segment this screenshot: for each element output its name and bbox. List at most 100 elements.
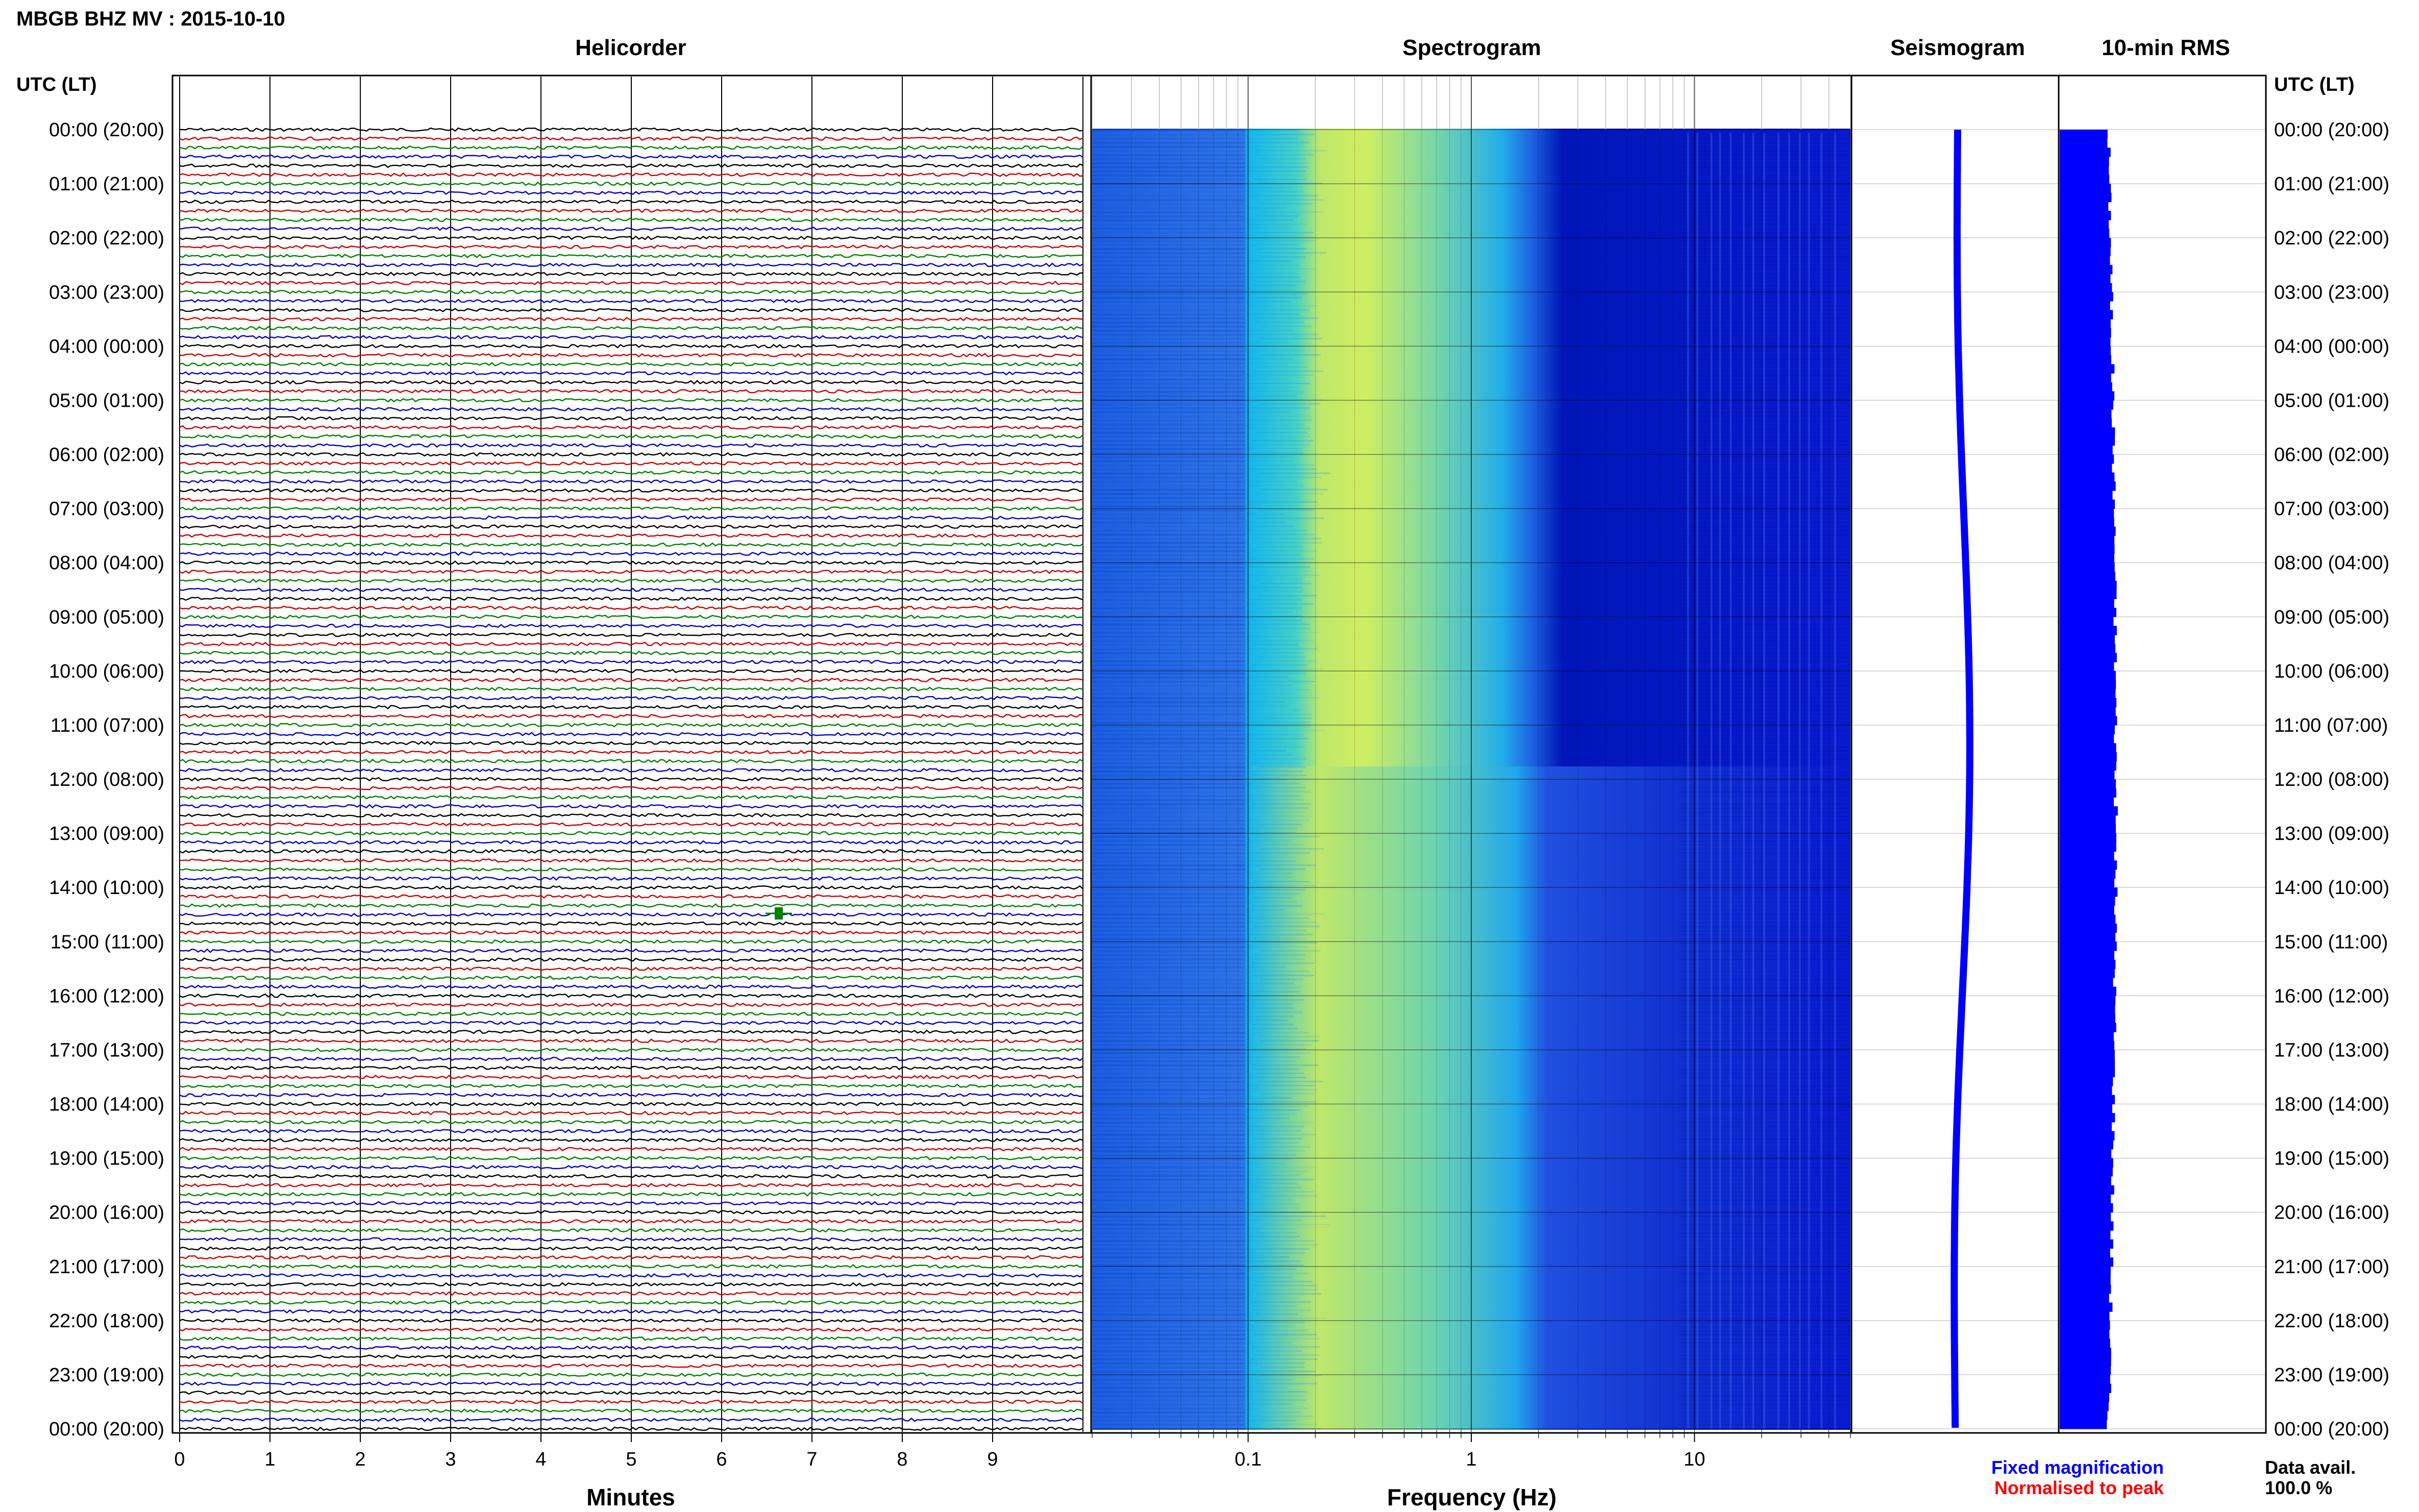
rms-bar	[2060, 1095, 2115, 1105]
rms-bar	[2060, 1068, 2115, 1078]
time-label-right: 12:00 (08:00)	[2274, 769, 2389, 790]
time-label-right: 20:00 (16:00)	[2274, 1202, 2389, 1224]
helicorder-trace	[179, 217, 1083, 222]
seismogram-trace	[1951, 129, 1973, 1428]
helicorder-trace	[179, 1372, 1083, 1377]
helicorder-trace	[179, 488, 1083, 493]
helicorder-trace	[179, 362, 1083, 367]
helicorder-trace	[179, 885, 1083, 890]
utc-label-right: UTC (LT)	[2274, 74, 2355, 95]
helicorder-trace	[179, 227, 1083, 231]
data-avail-value: 100.0 %	[2265, 1477, 2332, 1498]
helicorder-trace	[179, 172, 1083, 177]
rms-bar	[2060, 1203, 2113, 1213]
legend-fixed-magnification: Fixed magnification	[1991, 1457, 2164, 1478]
helicorder-trace	[179, 190, 1083, 195]
helicorder-trace	[179, 1327, 1083, 1332]
rms-bar	[2060, 842, 2116, 852]
helicorder-trace	[179, 597, 1083, 601]
rms-bar	[2060, 1401, 2109, 1411]
rms-bar	[2060, 1086, 2112, 1096]
helicorder-trace	[179, 560, 1083, 565]
rms-bar	[2060, 436, 2115, 446]
rms-bar	[2060, 1393, 2109, 1402]
minute-tick-label: 7	[806, 1449, 817, 1470]
time-label-left: 01:00 (21:00)	[49, 173, 164, 195]
helicorder-trace	[179, 921, 1083, 926]
rms-bar	[2060, 643, 2116, 654]
rms-bar	[2060, 409, 2112, 419]
helicorder-trace	[179, 533, 1083, 538]
rms-bar	[2060, 716, 2117, 726]
rms-bar	[2060, 1275, 2111, 1285]
helicorder-trace	[179, 984, 1083, 989]
time-label-right: 08:00 (04:00)	[2274, 553, 2389, 574]
rms-bar	[2060, 427, 2115, 437]
rms-bar	[2060, 1420, 2107, 1429]
helicorder-trace	[179, 1029, 1083, 1034]
rms-bar	[2060, 1320, 2110, 1330]
time-label-right: 06:00 (02:00)	[2274, 444, 2389, 466]
time-label-right: 00:00 (20:00)	[2274, 1419, 2389, 1440]
rms-bar	[2060, 1374, 2110, 1384]
time-label-right: 18:00 (14:00)	[2274, 1094, 2389, 1116]
rms-bar	[2060, 671, 2116, 681]
helicorder-trace	[179, 723, 1083, 728]
rms-bar	[2060, 1140, 2113, 1150]
rms-bar	[2060, 1293, 2109, 1303]
helicorder-trace	[179, 948, 1083, 953]
helicorder-trace	[179, 759, 1083, 763]
helicorder-trace	[179, 867, 1083, 872]
rms-bar	[2060, 914, 2116, 924]
seismogram-title: Seismogram	[1890, 35, 2025, 60]
rms-bar	[2060, 1050, 2115, 1059]
rms-bar	[2060, 319, 2111, 329]
helicorder-trace	[179, 1381, 1083, 1386]
rms-bar	[2060, 860, 2117, 870]
time-label-left: 20:00 (16:00)	[49, 1202, 164, 1224]
rms-bar	[2060, 707, 2116, 716]
legend-normalised-to-peak: Normalised to peak	[1994, 1477, 2164, 1498]
helicorder-trace	[179, 1246, 1083, 1251]
rms-bar	[2060, 165, 2109, 176]
rms-bar	[2060, 454, 2114, 464]
rms-bar	[2060, 238, 2111, 247]
rms-bar	[2060, 887, 2118, 897]
frequency-tick-label: 10	[1684, 1449, 1705, 1470]
rms-bar	[2060, 680, 2116, 689]
rms-bar	[2060, 950, 2114, 960]
spectrogram-title: Spectrogram	[1402, 35, 1541, 60]
helicorder-trace	[179, 1390, 1083, 1395]
rms-bar	[2060, 391, 2114, 401]
rms-bar	[2060, 977, 2113, 987]
rms-bar	[2060, 202, 2109, 211]
helicorder-trace	[179, 335, 1083, 340]
helicorder-trace	[179, 353, 1083, 358]
rms-bar	[2060, 761, 2116, 771]
time-label-right: 19:00 (15:00)	[2274, 1148, 2389, 1170]
helicorder-trace	[179, 786, 1083, 791]
time-label-left: 14:00 (10:00)	[49, 877, 164, 899]
rms-bar	[2060, 1257, 2113, 1267]
helicorder-trace	[179, 389, 1083, 394]
rms-bar	[2060, 526, 2116, 536]
event-marker	[766, 907, 792, 920]
helicorder-trace	[179, 1408, 1083, 1414]
rms-bar	[2060, 184, 2111, 193]
rms-bar	[2060, 923, 2117, 933]
time-label-left: 09:00 (05:00)	[49, 607, 164, 628]
rms-bar	[2060, 265, 2113, 275]
rms-bar	[2060, 535, 2115, 545]
helicorder-trace	[179, 542, 1083, 547]
helicorder-trace	[179, 903, 1083, 908]
spectrogram-panel	[1090, 75, 1853, 1434]
frequency-axis: 0.1 1 10	[1092, 1433, 1851, 1470]
time-label-right: 00:00 (20:00)	[2274, 119, 2389, 141]
rms-bar	[2060, 1339, 2110, 1348]
rms-bar	[2060, 896, 2115, 906]
rms-bar	[2060, 1176, 2111, 1186]
minute-tick-label: 0	[174, 1449, 185, 1470]
rms-bar	[2060, 1032, 2114, 1042]
rms-bar	[2060, 770, 2115, 780]
rms-bar	[2060, 130, 2108, 139]
